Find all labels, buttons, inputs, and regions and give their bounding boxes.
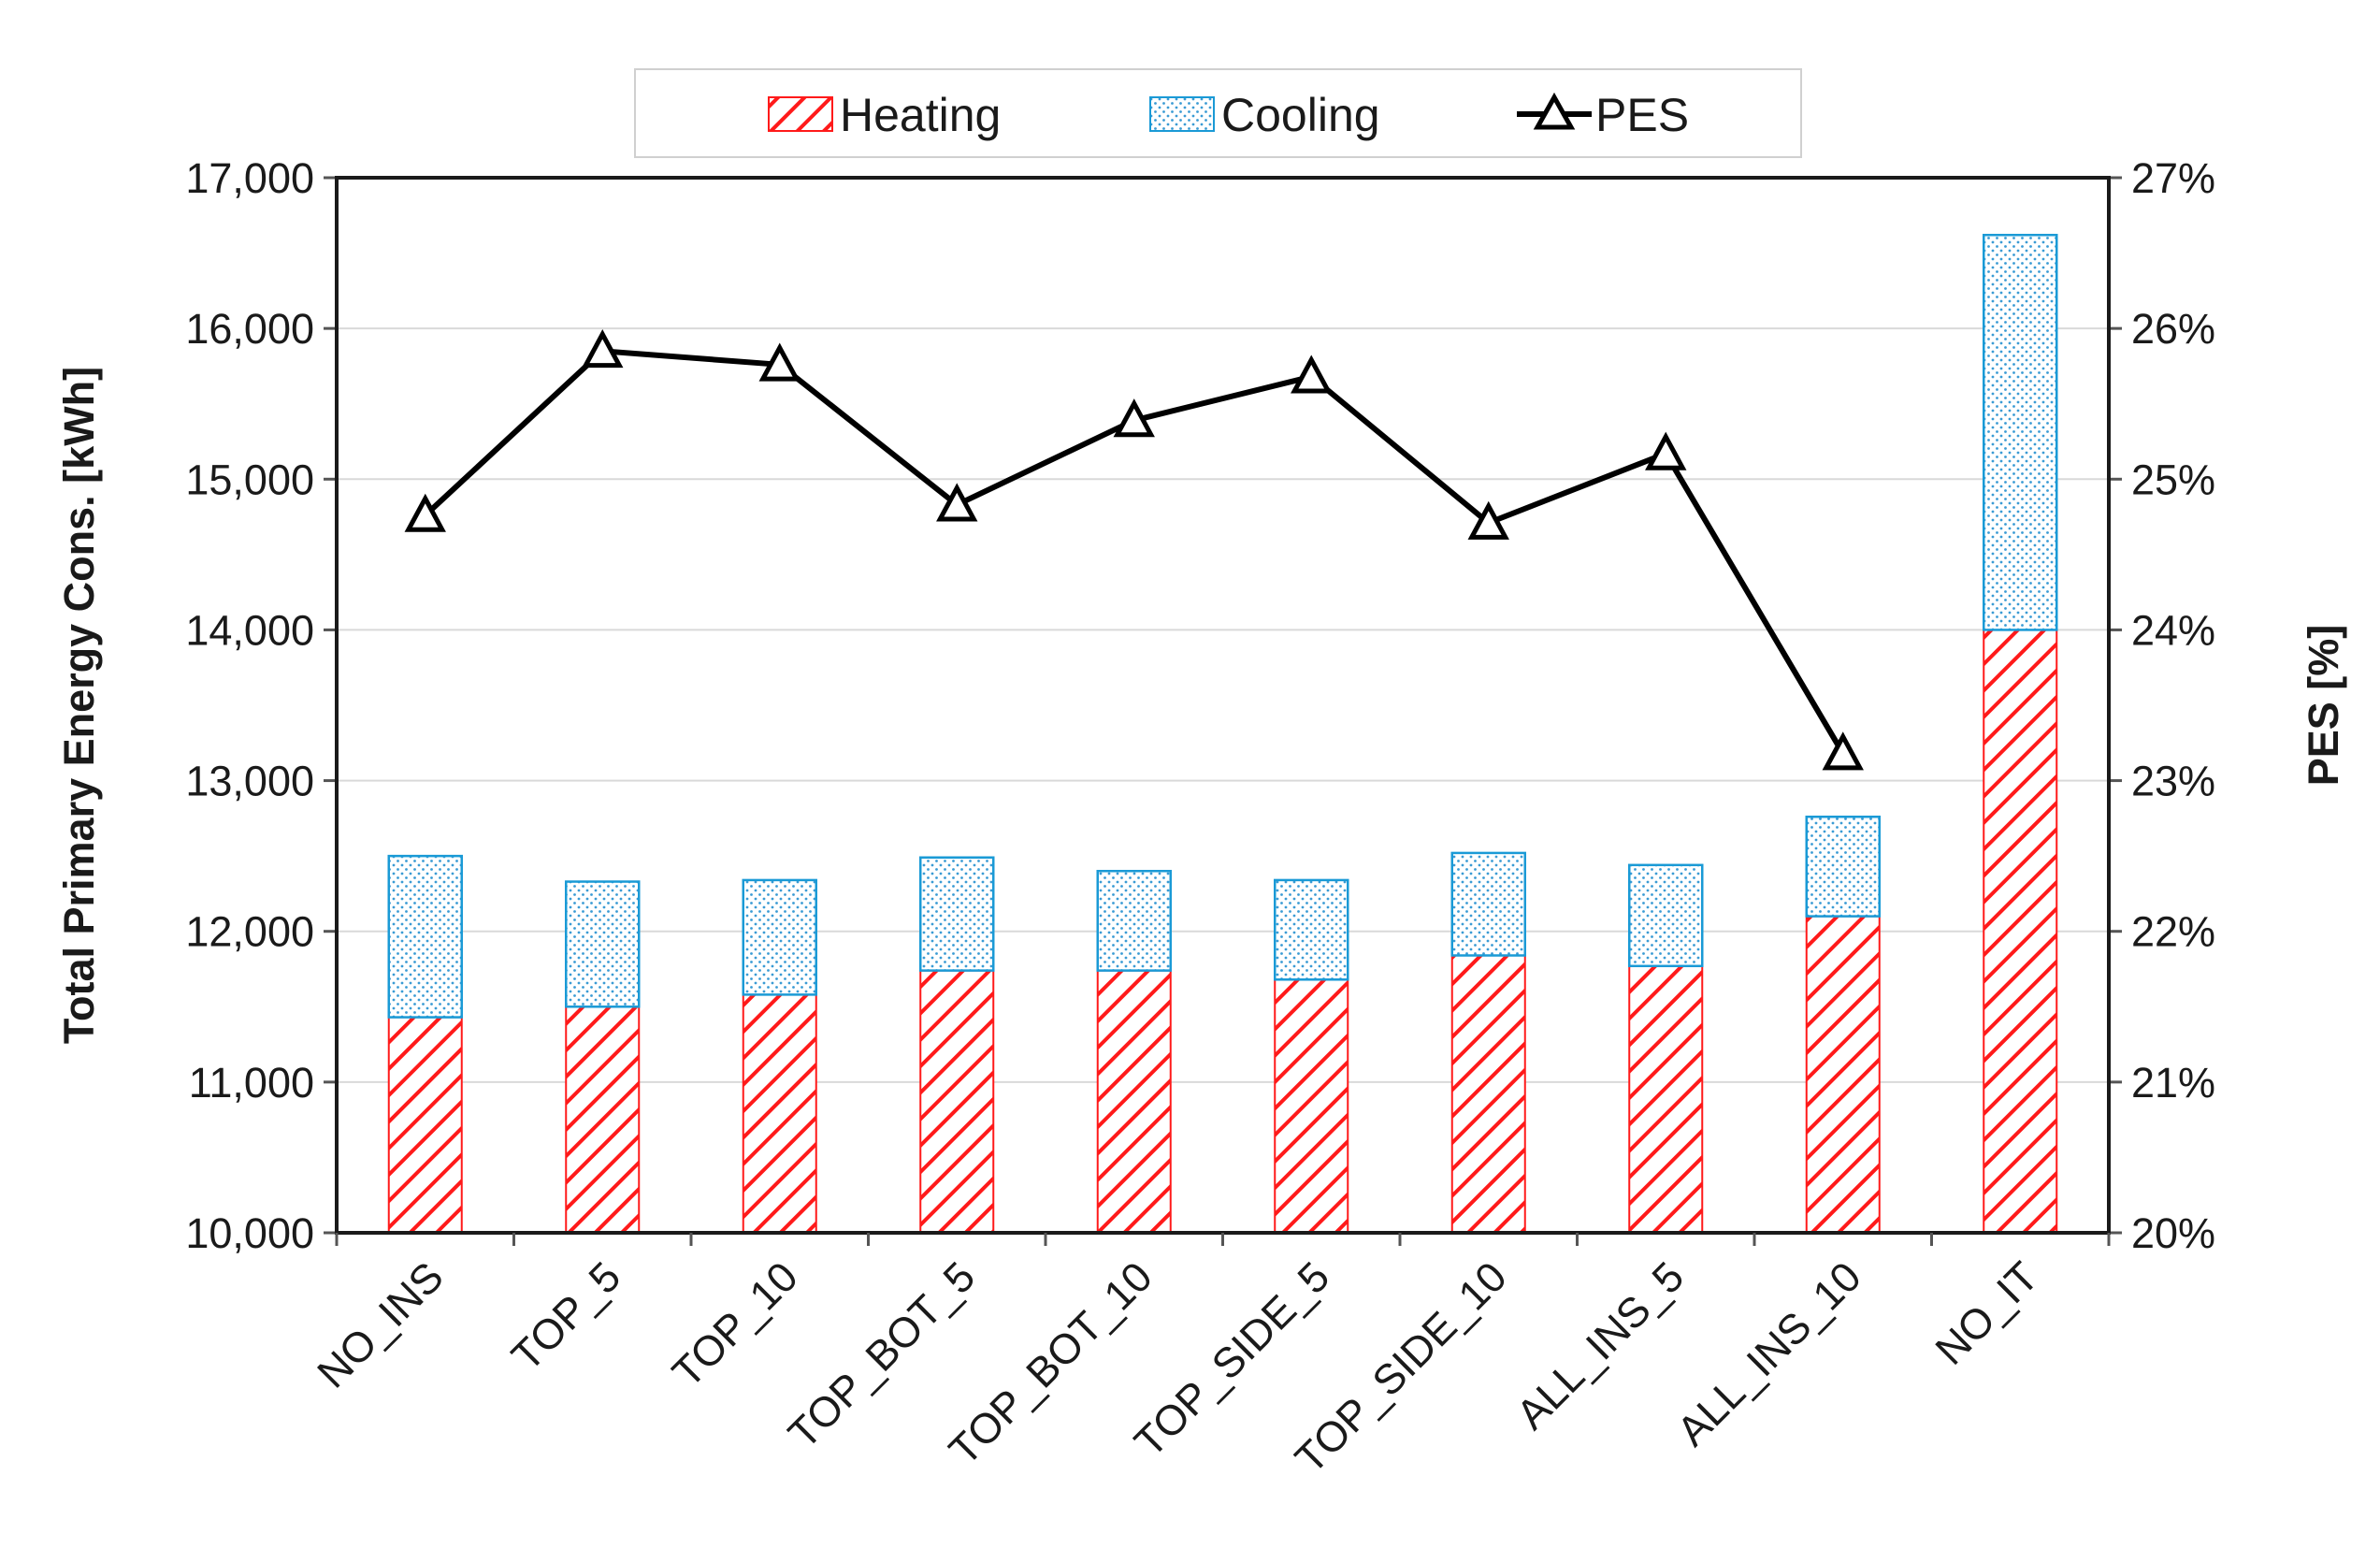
y2-tick-label: 20% (2131, 1209, 2215, 1257)
y-tick-label: 12,000 (185, 908, 314, 956)
heating-bar (1628, 964, 1704, 1234)
heating-bar (1096, 969, 1172, 1235)
y2-tick-label: 24% (2131, 606, 2215, 654)
cooling-bar (1628, 863, 1704, 968)
pes-marker (758, 342, 801, 382)
heating-bar (1450, 954, 1526, 1234)
pes-marker (936, 483, 978, 522)
cooling-bar (565, 880, 641, 1008)
heating-bar (1805, 915, 1881, 1234)
heating-bar (1274, 978, 1349, 1235)
legend-heating-label: Heating (840, 89, 1001, 141)
axes (324, 176, 2122, 1246)
heating-bar (565, 1005, 641, 1235)
y-axis-title: Total Primary Energy Cons. [kWh] (55, 367, 103, 1044)
y-tick-label: 16,000 (185, 305, 314, 353)
heating-bar (387, 1016, 463, 1234)
pes-marker (1822, 731, 1864, 771)
y-tick-label: 15,000 (185, 456, 314, 503)
legend-cooling-label: Cooling (1221, 89, 1380, 141)
cooling-bar (1274, 878, 1349, 981)
y2-tick-label: 25% (2131, 456, 2215, 503)
legend-cooling-swatch (1149, 96, 1215, 132)
pes-marker (404, 493, 446, 532)
y-tick-label: 17,000 (185, 154, 314, 202)
y2-tick-label: 22% (2131, 908, 2215, 956)
pes-marker (1291, 354, 1333, 394)
y-tick-label: 10,000 (185, 1209, 314, 1257)
cooling-bar (1805, 815, 1881, 918)
y-tick-label: 13,000 (185, 758, 314, 805)
cooling-bar (1096, 870, 1172, 972)
y-tick-label: 11,000 (189, 1059, 314, 1107)
y2-tick-label: 23% (2131, 758, 2215, 805)
y2-tick-label: 21% (2131, 1059, 2215, 1107)
pes-marker (1113, 398, 1155, 438)
pes-marker (1467, 500, 1509, 540)
cooling-bar (919, 856, 995, 972)
y2-tick-label: 26% (2131, 305, 2215, 353)
y2-axis-title: PES [%] (2300, 625, 2347, 787)
legend-heating-swatch (768, 96, 833, 132)
y-tick-label: 14,000 (185, 606, 314, 654)
bars (387, 233, 2058, 1235)
heating-bar (919, 969, 995, 1235)
cooling-bar (742, 878, 817, 996)
cooling-bar (1983, 233, 2058, 631)
legend-pes-marker (1533, 92, 1576, 130)
heating-bar (1983, 629, 2058, 1234)
pes-marker (582, 329, 624, 369)
cooling-bar (1450, 851, 1526, 957)
y2-tick-label: 27% (2131, 154, 2215, 202)
legend-pes-label: PES (1595, 89, 1689, 141)
pes-line-series (404, 329, 1864, 771)
cooling-bar (387, 854, 463, 1019)
legend: Heating Cooling PES (634, 68, 1802, 158)
heating-bar (742, 993, 817, 1234)
pes-marker (1645, 431, 1687, 470)
